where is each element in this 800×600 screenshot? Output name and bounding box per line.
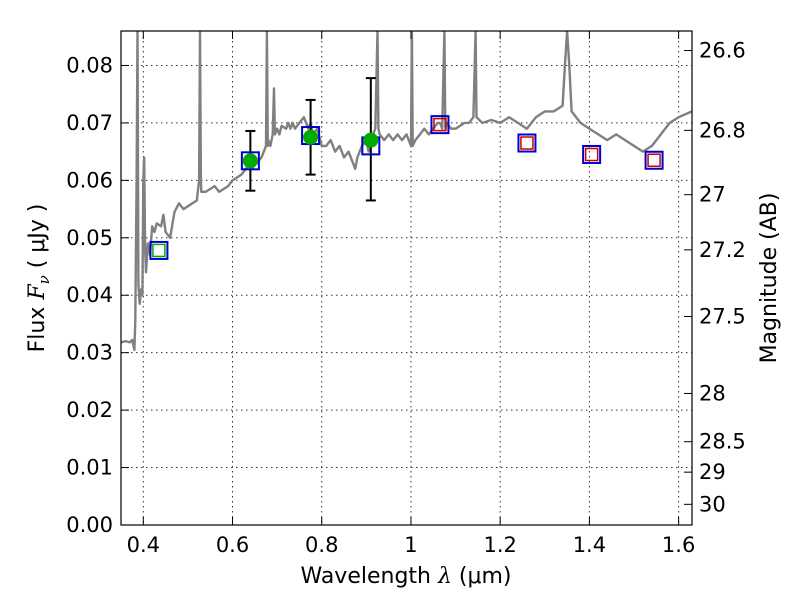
model-photometry-marker (149, 240, 169, 260)
upper-limit-marker (520, 136, 534, 150)
upper-limit-marker (433, 117, 447, 132)
y2-tick-label: 28 (699, 381, 726, 405)
y-tick-label: 0.06 (66, 168, 113, 192)
plot-area (121, 31, 692, 351)
model-photometry-marker (240, 151, 260, 171)
y2-tick-label: 27.2 (699, 238, 746, 262)
observed-flux-marker (303, 129, 319, 145)
x-tick-label: 1.4 (573, 533, 606, 557)
grid (121, 31, 692, 526)
model-photometry-marker (582, 145, 602, 164)
axis-ticks: 0.4 0.6 0.8 1 1.2 1.4 1.6 0.00 0.01 0.02 0.03 0.04 0… (66, 31, 746, 557)
y2-axis-label: Magnitude (AB) (757, 193, 782, 364)
y2-tick-label: 29 (699, 460, 726, 484)
y2-tick-label: 26.6 (699, 39, 746, 63)
upper-limit-marker (647, 153, 661, 167)
model-photometry-marker (430, 115, 450, 135)
observed-flux-marker (242, 153, 258, 169)
y-tick-label: 0.05 (66, 226, 113, 250)
upper-limit-marker (584, 147, 599, 162)
y2-tick-label: 27 (699, 183, 726, 207)
y-tick-label: 0.07 (66, 111, 113, 135)
y2-tick-label: 30 (699, 492, 726, 516)
model-photometry-marker (517, 133, 537, 153)
x-tick-label: 1.2 (483, 533, 516, 557)
observed-flux-marker (363, 132, 379, 148)
y-tick-label: 0.02 (66, 398, 113, 422)
y-tick-label: 0.08 (66, 53, 113, 77)
y-tick-label: 0.03 (66, 341, 113, 365)
plot-frame (120, 30, 693, 526)
x-tick-label: 0.8 (305, 533, 338, 557)
x-tick-label: 1.6 (662, 533, 695, 557)
y-tick-label: 0.00 (66, 513, 113, 537)
y-axis-label: Flux Fν ( μJy ) (25, 204, 53, 353)
y2-tick-label: 27.5 (699, 304, 746, 328)
observed-flux-marker (152, 243, 166, 258)
y-tick-label: 0.01 (66, 456, 113, 480)
x-tick-label: 1 (404, 533, 417, 557)
y-tick-label: 0.04 (66, 283, 113, 307)
y2-tick-label: 28.5 (699, 430, 746, 454)
x-tick-label: 0.4 (127, 533, 160, 557)
y2-tick-label: 26.8 (699, 118, 746, 142)
x-tick-label: 0.6 (216, 533, 249, 557)
model-photometry-marker (644, 150, 664, 170)
x-axis-label: Wavelength λ (μm) (300, 564, 511, 589)
